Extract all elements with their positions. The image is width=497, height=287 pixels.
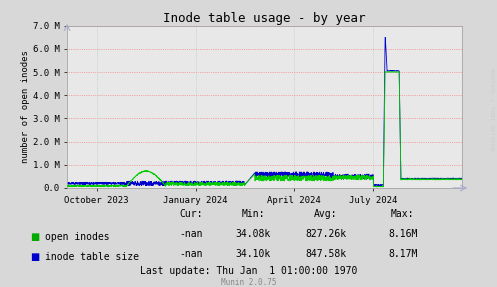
Text: 8.17M: 8.17M [388,249,417,259]
Text: Max:: Max: [391,209,414,219]
Text: RRDTOOL / TOBI OETIKER: RRDTOOL / TOBI OETIKER [490,68,495,150]
Title: Inode table usage - by year: Inode table usage - by year [164,12,366,25]
Text: 847.58k: 847.58k [305,249,346,259]
Text: -nan: -nan [179,229,203,239]
Text: 827.26k: 827.26k [305,229,346,239]
Text: Avg:: Avg: [314,209,337,219]
Text: ■: ■ [30,232,39,242]
Text: 8.16M: 8.16M [388,229,417,239]
Text: -nan: -nan [179,249,203,259]
Text: inode table size: inode table size [45,252,139,262]
Y-axis label: number of open inodes: number of open inodes [21,51,30,163]
Text: Last update: Thu Jan  1 01:00:00 1970: Last update: Thu Jan 1 01:00:00 1970 [140,266,357,276]
Text: open inodes: open inodes [45,232,109,242]
Text: 34.10k: 34.10k [236,249,271,259]
Text: ■: ■ [30,252,39,262]
Text: Cur:: Cur: [179,209,203,219]
Text: 34.08k: 34.08k [236,229,271,239]
Text: Min:: Min: [242,209,265,219]
Text: Munin 2.0.75: Munin 2.0.75 [221,278,276,287]
